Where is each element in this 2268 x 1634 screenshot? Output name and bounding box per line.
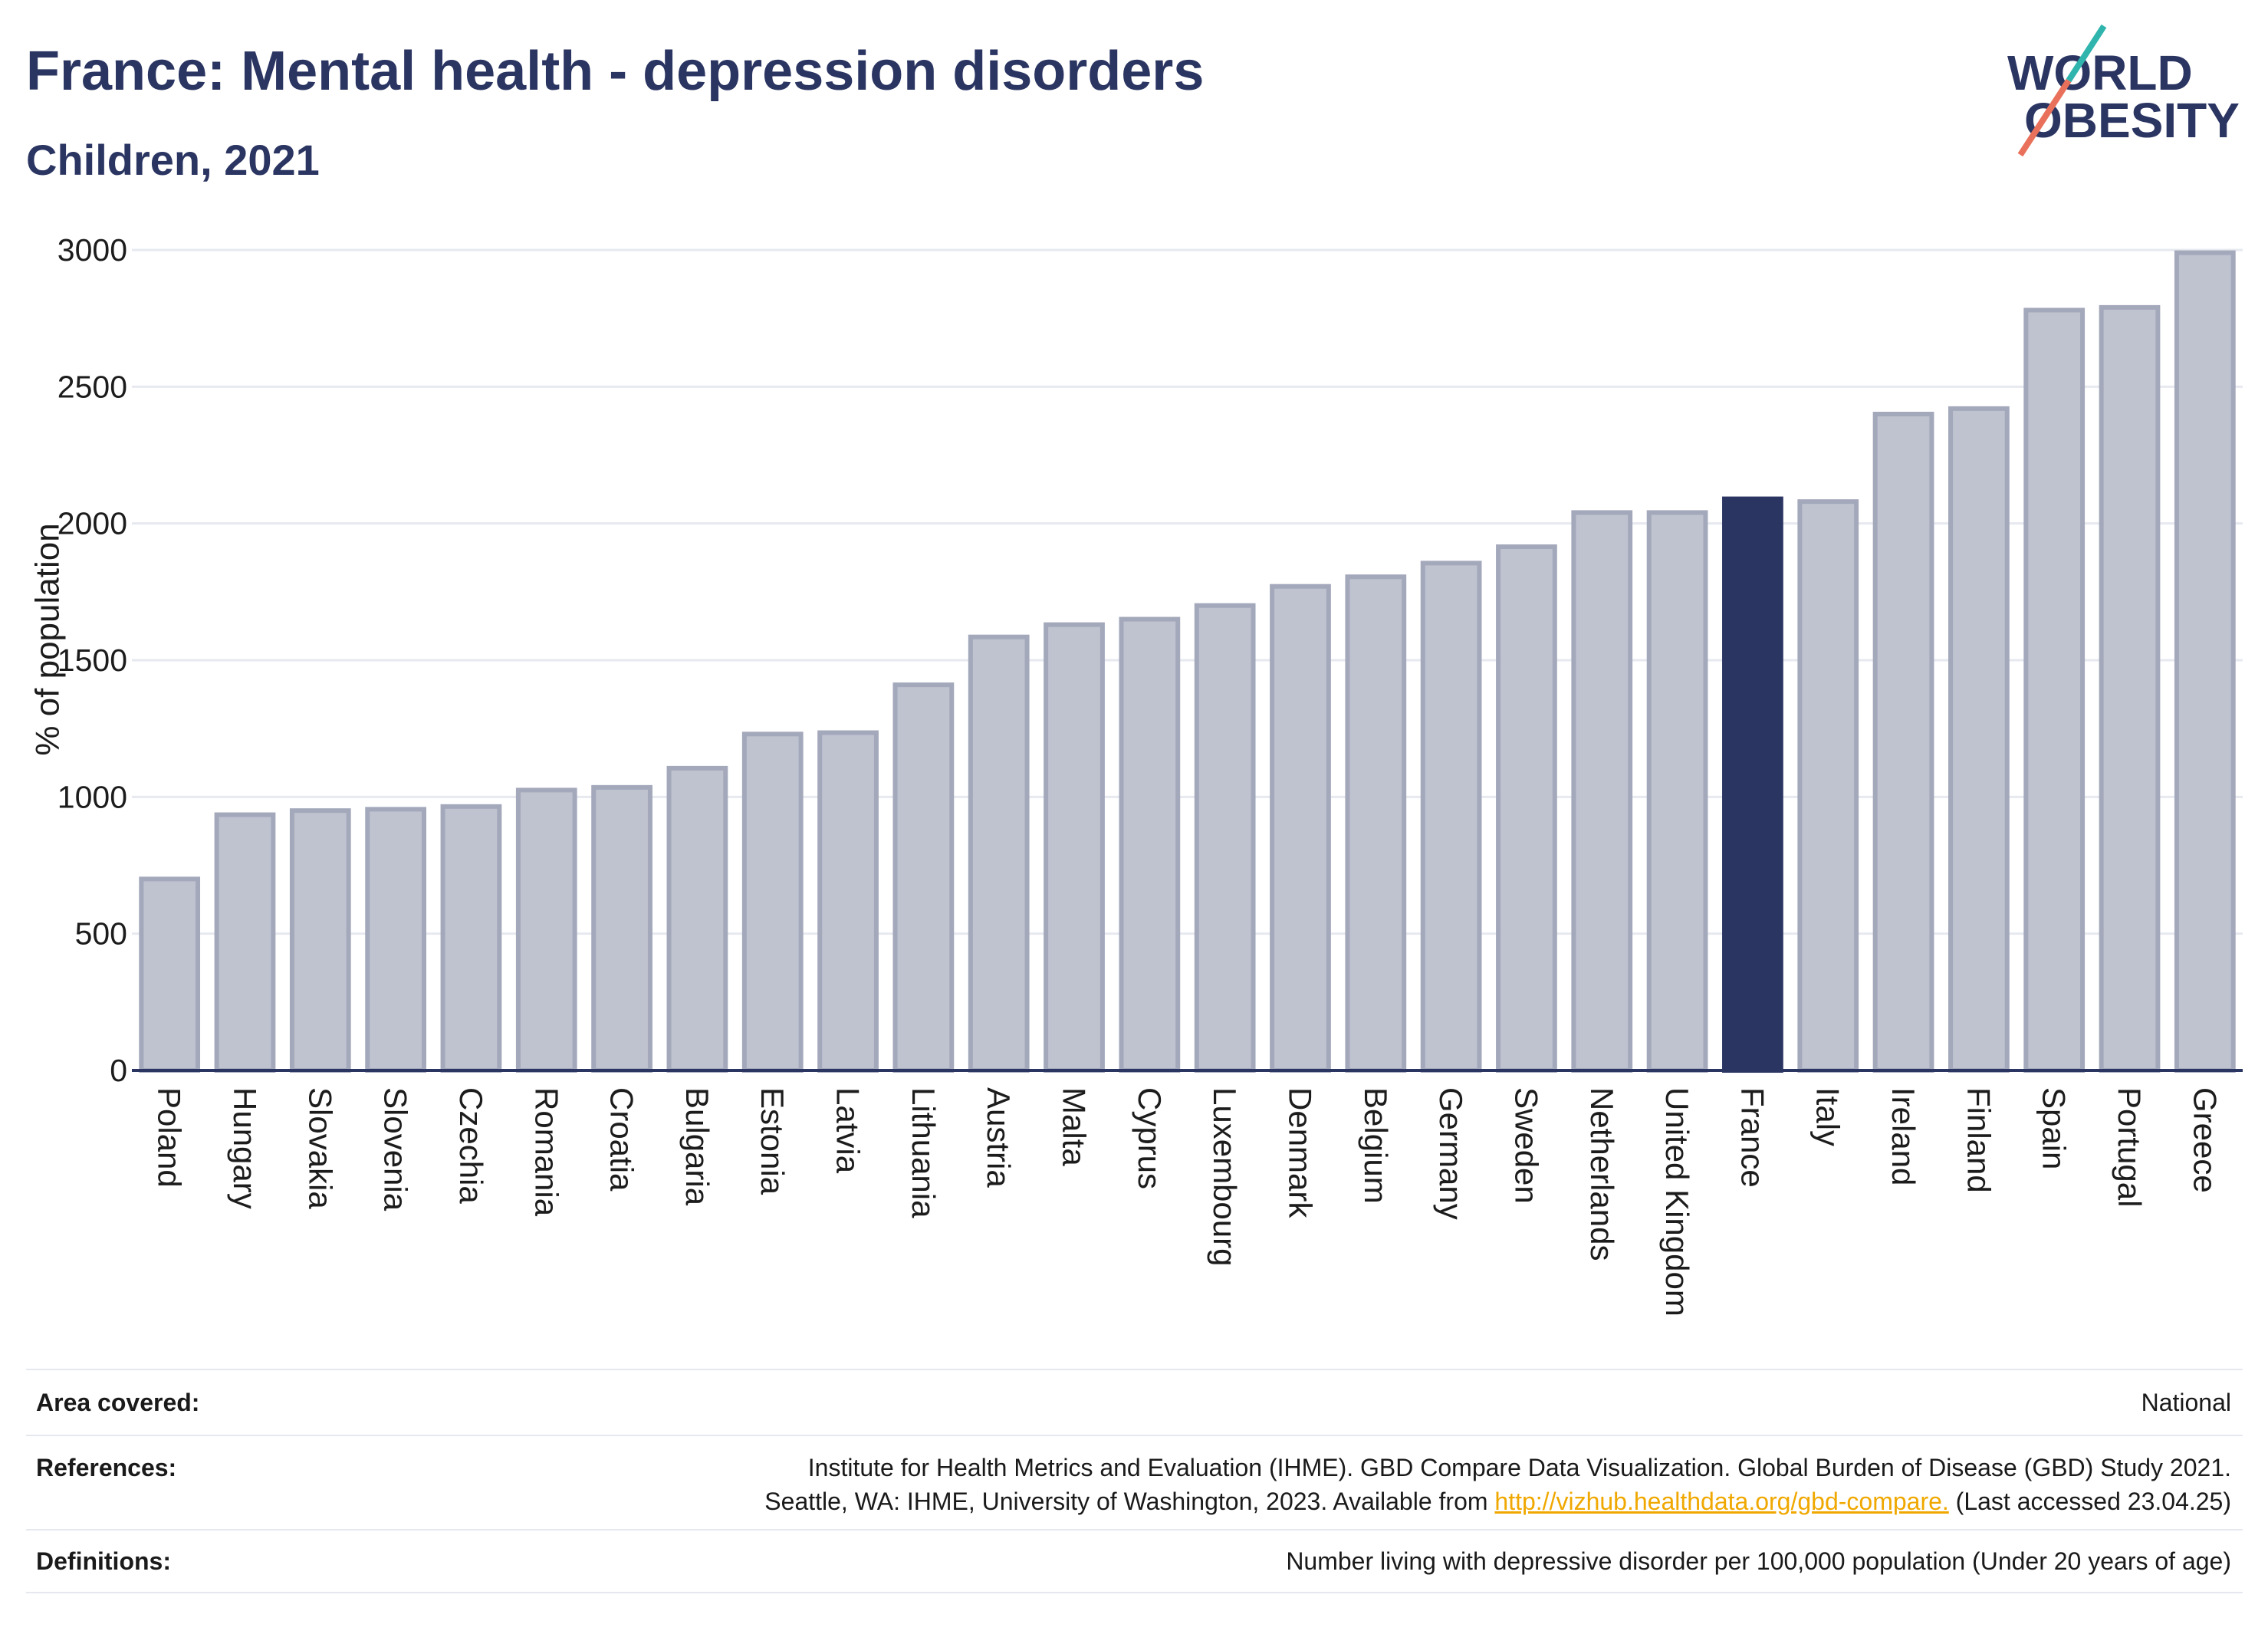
y-tick-label-1500: 1500	[58, 643, 127, 678]
bar-ireland	[1872, 412, 1934, 1073]
bar-italy	[1797, 499, 1859, 1073]
bar-austria	[968, 634, 1030, 1073]
x-label-czechia: Czechia	[453, 1087, 489, 1204]
bar-lithuania	[892, 682, 955, 1073]
x-label-slovenia: Slovenia	[378, 1087, 414, 1212]
x-label-italy: Italy	[1810, 1087, 1846, 1146]
y-tick-label-3000: 3000	[58, 232, 127, 268]
x-axis-category-labels: Poland Hungary Slovakia Slovenia Czechia Roma…	[152, 1087, 2224, 1317]
x-label-france: France	[1734, 1087, 1770, 1188]
x-label-estonia: Estonia	[754, 1087, 791, 1195]
x-label-netherlands: Netherlands	[1584, 1087, 1620, 1261]
area-covered-label: Area covered:	[36, 1389, 200, 1416]
bar-cyprus	[1119, 616, 1181, 1073]
bar-hungary	[214, 812, 276, 1073]
x-label-spain: Spain	[2036, 1087, 2072, 1169]
bar-czechia	[440, 804, 502, 1073]
logo-slash-teal	[2066, 24, 2107, 83]
bar-slovakia	[289, 808, 351, 1073]
bar-france	[1722, 496, 1783, 1073]
references-line-2-text: Seattle, WA: IHME, University of Washing…	[764, 1488, 1488, 1515]
bar-estonia	[741, 732, 804, 1073]
x-label-latvia: Latvia	[830, 1087, 866, 1174]
x-label-united-kingdom: United Kingdom	[1659, 1087, 1695, 1317]
bar-germany	[1420, 561, 1482, 1073]
x-label-romania: Romania	[528, 1087, 564, 1217]
chart-canvas: France: Mental health - depression disor…	[26, 24, 2243, 1317]
y-tick-label-2000: 2000	[58, 506, 127, 541]
x-label-hungary: Hungary	[227, 1087, 263, 1209]
bar-greece	[2174, 250, 2236, 1073]
definitions-label: Definitions:	[36, 1547, 171, 1575]
x-label-malta: Malta	[1057, 1087, 1093, 1166]
chart-subtitle: Children, 2021	[26, 136, 320, 184]
y-axis-title: % of population	[29, 523, 67, 755]
area-covered-value: National	[2141, 1389, 2231, 1416]
bar-croatia	[591, 784, 652, 1073]
x-label-germany: Germany	[1433, 1087, 1469, 1220]
bar-malta	[1044, 622, 1105, 1073]
x-label-bulgaria: Bulgaria	[679, 1087, 715, 1206]
x-label-finland: Finland	[1961, 1087, 1997, 1193]
footer-info-table: Area covered: National References: Insti…	[26, 1369, 2243, 1593]
bar-luxembourg	[1194, 603, 1256, 1073]
y-axis-tick-labels: 0 500 1000 1500 2000 2500 3000	[58, 232, 127, 1088]
x-label-cyprus: Cyprus	[1132, 1087, 1168, 1189]
x-label-austria: Austria	[981, 1087, 1017, 1188]
logo-slash-coral	[2017, 78, 2072, 157]
x-label-greece: Greece	[2187, 1087, 2223, 1193]
references-line-1: Institute for Health Metrics and Evaluat…	[807, 1454, 2231, 1481]
area-covered-row: Area covered: National	[26, 1369, 2243, 1435]
x-label-sweden: Sweden	[1508, 1087, 1544, 1204]
x-label-denmark: Denmark	[1282, 1087, 1318, 1218]
references-row: References: Institute for Health Metrics…	[26, 1435, 2243, 1529]
logo-word-obesity: OBESITY	[2024, 93, 2240, 148]
x-label-luxembourg: Luxembourg	[1207, 1087, 1243, 1266]
references-value: Institute for Health Metrics and Evaluat…	[764, 1451, 2231, 1518]
x-label-slovakia: Slovakia	[302, 1087, 338, 1209]
bar-poland	[139, 876, 201, 1073]
bar-united-kingdom	[1646, 510, 1708, 1073]
bar-portugal	[2099, 304, 2161, 1073]
chart-title: France: Mental health - depression disor…	[26, 41, 1204, 102]
bar-bulgaria	[666, 765, 728, 1073]
logo-word-world: WORLD	[2007, 45, 2193, 100]
bar-finland	[1948, 406, 2010, 1073]
references-access-date: (Last accessed 23.04.25)	[1955, 1488, 2231, 1515]
bar-netherlands	[1571, 510, 1633, 1073]
definitions-value: Number living with depressive disorder p…	[1286, 1547, 2231, 1575]
y-tick-label-500: 500	[75, 916, 127, 952]
world-obesity-logo: WORLD OBESITY	[2007, 24, 2240, 157]
definitions-row: Definitions: Number living with depressi…	[26, 1529, 2243, 1593]
bar-romania	[515, 787, 577, 1073]
gbd-compare-link[interactable]: http://vizhub.healthdata.org/gbd-compare…	[1494, 1488, 1949, 1515]
x-label-croatia: Croatia	[604, 1087, 640, 1192]
x-label-ireland: Ireland	[1885, 1087, 1921, 1185]
y-tick-label-1000: 1000	[58, 779, 127, 814]
x-label-belgium: Belgium	[1358, 1087, 1394, 1204]
bar-denmark	[1270, 584, 1331, 1073]
y-tick-label-2500: 2500	[58, 369, 127, 404]
bar-latvia	[817, 730, 879, 1073]
bar-slovenia	[365, 807, 426, 1073]
bar-belgium	[1345, 574, 1407, 1073]
bar-spain	[2023, 307, 2086, 1073]
bars	[139, 250, 2236, 1073]
y-tick-label-0: 0	[110, 1053, 127, 1088]
bar-sweden	[1496, 544, 1557, 1073]
x-label-portugal: Portugal	[2112, 1087, 2148, 1207]
x-label-poland: Poland	[152, 1087, 188, 1188]
references-label: References:	[36, 1454, 177, 1481]
x-label-lithuania: Lithuania	[906, 1087, 942, 1218]
references-line-2: Seattle, WA: IHME, University of Washing…	[764, 1484, 2231, 1518]
